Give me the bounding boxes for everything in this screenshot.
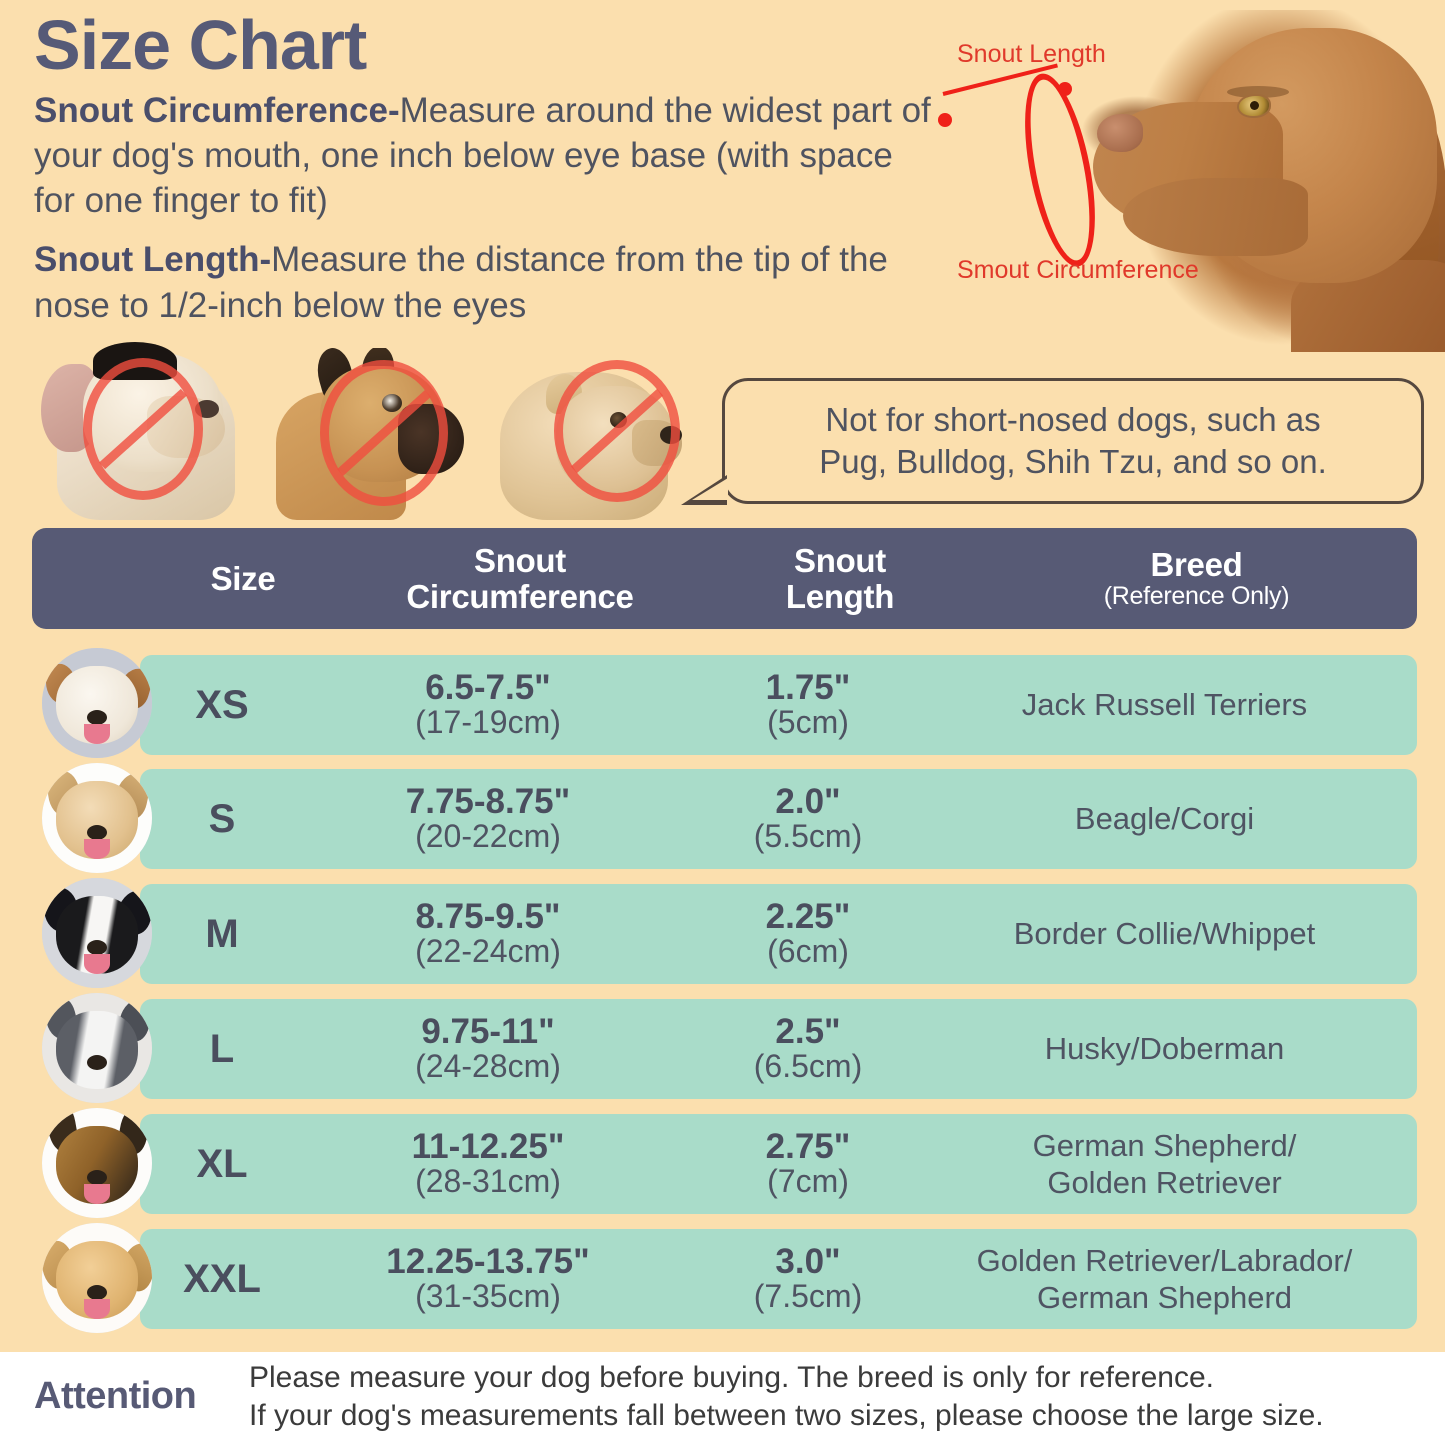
snout-circumference-callout-label: Smout Circumference xyxy=(957,256,1199,284)
excluded-dog-pomeranian xyxy=(500,350,690,520)
cell-snout-length: 2.75" (7cm) xyxy=(765,1126,851,1199)
warning-text: Not for short-nosed dogs, such as Pug, B… xyxy=(819,400,1327,480)
cell-snout-circumference: 7.75-8.75" (20-22cm) xyxy=(405,781,571,854)
dog-nose xyxy=(1097,114,1143,152)
excluded-dog-french-bulldog xyxy=(276,348,468,520)
snout-length-start-dot-icon xyxy=(938,113,952,127)
cell-size: XS xyxy=(195,682,249,727)
intro-section: Size Chart Snout Circumference-Measure a… xyxy=(34,10,934,328)
attention-label: Attention xyxy=(34,1375,197,1417)
cell-snout-length: 2.5" (6.5cm) xyxy=(753,1011,863,1084)
cell-snout-circumference: 9.75-11" (24-28cm) xyxy=(415,1011,561,1084)
avatar-tongue xyxy=(84,1184,110,1204)
column-header-snout-length: Snout Length xyxy=(785,541,895,615)
avatar-tongue xyxy=(84,954,110,974)
avatar-nose xyxy=(87,709,107,725)
avatar-nose xyxy=(87,1054,107,1070)
excluded-breeds-photos xyxy=(30,338,690,520)
corgi-avatar xyxy=(42,763,152,873)
bubble-tail-fill-icon xyxy=(692,478,728,500)
cell-size: L xyxy=(209,1026,235,1071)
short-nosed-warning-bubble: Not for short-nosed dogs, such as Pug, B… xyxy=(681,378,1424,505)
cell-snout-length: 2.0" (5.5cm) xyxy=(753,781,863,854)
attention-footer: Attention Please measure your dog before… xyxy=(0,1352,1445,1441)
measurement-instructions: Snout Circumference-Measure around the w… xyxy=(34,88,934,328)
cell-snout-circumference: 8.75-9.5" (22-24cm) xyxy=(415,896,561,969)
cell-breed: Husky/Doberman xyxy=(1044,1031,1285,1067)
excluded-dog-bulldog-puppy xyxy=(35,342,240,520)
cell-snout-circumference: 6.5-7.5" (17-19cm) xyxy=(415,667,561,740)
circumference-body: Measure around the widest part of your d… xyxy=(34,91,931,221)
table-row[interactable]: S 7.75-8.75" (20-22cm) 2.0" (5.5cm) Beag… xyxy=(140,769,1417,869)
avatar-face xyxy=(56,1011,138,1090)
avatar-nose xyxy=(87,1169,107,1185)
dog-head-illustration xyxy=(1067,10,1445,352)
table-row[interactable]: XS 6.5-7.5" (17-19cm) 1.75" (5cm) Jack R… xyxy=(140,655,1417,755)
table-row[interactable]: M 8.75-9.5" (22-24cm) 2.25" (6cm) Border… xyxy=(140,884,1417,984)
avatar-tongue xyxy=(84,839,110,859)
cell-snout-length: 1.75" (5cm) xyxy=(765,667,851,740)
avatar-nose xyxy=(87,939,107,955)
husky-avatar xyxy=(42,993,152,1103)
length-label: Snout Length- xyxy=(34,240,272,280)
cell-breed: German Shepherd/ Golden Retriever xyxy=(1032,1127,1297,1200)
jack-russell-avatar xyxy=(42,648,152,758)
column-header-snout-circumference: Snout Circumference xyxy=(406,541,634,615)
table-row[interactable]: L 9.75-11" (24-28cm) 2.5" (6.5cm) Husky/… xyxy=(140,999,1417,1099)
german-shepherd-avatar xyxy=(42,1108,152,1218)
length-instruction: Snout Length-Measure the distance from t… xyxy=(34,237,934,327)
table-row[interactable]: XL 11-12.25" (28-31cm) 2.75" (7cm) Germa… xyxy=(140,1114,1417,1214)
attention-text: Please measure your dog before buying. T… xyxy=(249,1360,1324,1432)
avatar-tongue xyxy=(84,1299,110,1319)
cell-size: XXL xyxy=(183,1256,261,1301)
prohibition-sign-icon xyxy=(83,358,203,500)
snout-length-callout-label: Snout Length xyxy=(957,40,1106,68)
cell-snout-circumference: 12.25-13.75" (31-35cm) xyxy=(386,1241,590,1314)
circumference-label: Snout Circumference- xyxy=(34,91,400,130)
cell-snout-length: 3.0" (7.5cm) xyxy=(753,1241,863,1314)
reference-dog-photo xyxy=(1055,0,1445,352)
cell-size: M xyxy=(205,911,239,956)
table-row[interactable]: XXL 12.25-13.75" (31-35cm) 3.0" (7.5cm) … xyxy=(140,1229,1417,1329)
cell-breed: Beagle/Corgi xyxy=(1074,801,1255,837)
column-header-size: Size xyxy=(210,559,276,597)
cell-breed: Golden Retriever/Labrador/ German Shephe… xyxy=(976,1242,1353,1315)
avatar-nose xyxy=(87,1284,107,1300)
circumference-instruction: Snout Circumference-Measure around the w… xyxy=(34,88,934,223)
prohibition-sign-icon xyxy=(320,360,448,506)
avatar-tongue xyxy=(84,724,110,744)
page-title: Size Chart xyxy=(34,6,367,84)
cell-breed: Border Collie/Whippet xyxy=(1013,916,1316,952)
snout-length-end-dot-icon xyxy=(1058,82,1072,96)
cell-snout-length: 2.25" (6cm) xyxy=(765,896,851,969)
cell-size: S xyxy=(208,796,236,841)
border-collie-avatar xyxy=(42,878,152,988)
cell-size: XL xyxy=(196,1141,248,1186)
cell-breed: Jack Russell Terriers xyxy=(1021,687,1308,723)
prohibition-sign-icon xyxy=(554,360,680,502)
length-body: Measure the distance from the tip of the… xyxy=(34,240,888,325)
dog-brow xyxy=(1227,86,1289,98)
size-table-header: Size Snout Circumference Snout Length Br… xyxy=(32,528,1417,629)
column-header-breed: Breed (Reference Only) xyxy=(1103,546,1290,610)
dog-eye xyxy=(1239,96,1269,116)
dog-jaw xyxy=(1123,178,1308,256)
avatar-nose xyxy=(87,824,107,840)
cell-snout-circumference: 11-12.25" (28-31cm) xyxy=(411,1126,565,1199)
golden-retriever-avatar xyxy=(42,1223,152,1333)
